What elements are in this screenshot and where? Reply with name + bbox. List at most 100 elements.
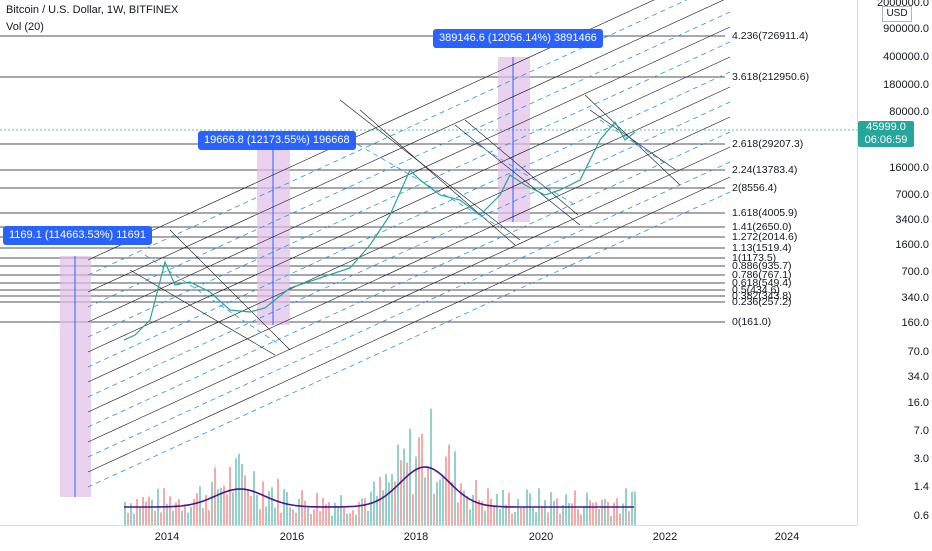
fib-levels bbox=[0, 35, 725, 323]
channel-dashed-line bbox=[87, 131, 731, 428]
volume-bar bbox=[406, 462, 408, 525]
volume-bar bbox=[499, 508, 501, 525]
volume-bar bbox=[595, 502, 597, 525]
volume-bar bbox=[358, 502, 360, 525]
volume-bar bbox=[184, 504, 186, 525]
volume-bar bbox=[430, 408, 432, 525]
volume-bar bbox=[511, 513, 513, 525]
volume-bar bbox=[301, 490, 303, 525]
volume-bar bbox=[481, 501, 483, 525]
time-tick: 2022 bbox=[652, 531, 678, 543]
volume-bar bbox=[559, 513, 561, 525]
time-tick: 2014 bbox=[154, 531, 180, 543]
volume-bar bbox=[217, 489, 219, 525]
time-tick: 2016 bbox=[279, 531, 305, 543]
volume-bar bbox=[409, 428, 411, 525]
volume-bar bbox=[334, 502, 336, 525]
current-price-badge: 45999.0 06:06:59 bbox=[858, 121, 914, 147]
volume-bar bbox=[523, 506, 525, 525]
volume-bar bbox=[427, 466, 429, 525]
volume-bar bbox=[436, 481, 438, 525]
volume-bar bbox=[634, 491, 636, 525]
price-tick: 16.0 bbox=[907, 397, 929, 409]
volume-bar bbox=[382, 490, 384, 525]
channel-dashed-line bbox=[87, 71, 731, 368]
volume-bar bbox=[196, 493, 198, 525]
channel-line bbox=[87, 56, 731, 353]
symbol-title[interactable]: Bitcoin / U.S. Dollar, 1W, BITFINEX bbox=[6, 4, 179, 16]
volume-bar bbox=[541, 506, 543, 525]
volume-bar bbox=[565, 494, 567, 525]
volume-bar bbox=[220, 487, 222, 525]
volume-bar bbox=[310, 513, 312, 525]
volume-bar bbox=[229, 467, 231, 525]
volume-bar bbox=[319, 511, 321, 525]
price-candles bbox=[123, 120, 636, 341]
price-tick: 80000.0 bbox=[889, 106, 929, 118]
volume-bar bbox=[247, 489, 249, 525]
volume-bar bbox=[271, 487, 273, 525]
fib-level-label: 1.13(1519.4) bbox=[732, 242, 792, 254]
time-axis[interactable]: 2014 2016 2018 2020 2022 2024 bbox=[0, 525, 857, 551]
volume-bar bbox=[619, 513, 621, 525]
volume-bar bbox=[235, 458, 237, 525]
price-tick: 1.4 bbox=[913, 481, 929, 493]
volume-bar bbox=[178, 499, 180, 525]
currency-selector[interactable]: USD bbox=[882, 6, 912, 22]
price-tick: 180000.0 bbox=[883, 79, 929, 91]
volume-bar bbox=[532, 508, 534, 525]
volume-bar bbox=[253, 471, 255, 525]
volume-bar bbox=[457, 502, 459, 525]
price-tick: 160.0 bbox=[901, 317, 929, 329]
fib-level-label: 4.236(726911.4) bbox=[732, 30, 809, 42]
volume-bar bbox=[202, 508, 204, 525]
cross-line bbox=[359, 109, 516, 246]
volume-bar bbox=[433, 493, 435, 525]
volume-bar bbox=[445, 456, 447, 525]
volume-bar bbox=[493, 505, 495, 525]
volume-bar bbox=[415, 456, 417, 525]
fib-level-label: 2.24(13783.4) bbox=[732, 164, 798, 176]
fib-level-label: 0.618(549.4) bbox=[732, 277, 792, 289]
cross-line bbox=[339, 99, 521, 241]
volume-bar bbox=[127, 512, 129, 525]
volume-bar bbox=[175, 502, 177, 525]
price-chart[interactable] bbox=[0, 0, 857, 525]
channel-dashed-line bbox=[87, 191, 731, 488]
cross-line bbox=[454, 124, 581, 226]
fib-level-label: 1.272(2014.6) bbox=[732, 231, 798, 243]
volume-bar bbox=[322, 497, 324, 525]
volume-bar bbox=[424, 477, 426, 525]
volume-bar bbox=[478, 499, 480, 525]
price-axis[interactable]: 2000000.0 900000.0 400000.0 180000.0 80000.0… bbox=[857, 0, 932, 525]
volume-indicator-label[interactable]: Vol (20) bbox=[6, 21, 44, 33]
volume-bar bbox=[160, 512, 162, 525]
volume-bar bbox=[193, 498, 195, 525]
volume-bar bbox=[226, 494, 228, 525]
volume-bar bbox=[544, 499, 546, 525]
volume-bar bbox=[412, 494, 414, 525]
volume-bar bbox=[394, 481, 396, 525]
volume-bar bbox=[490, 498, 492, 525]
volume-bar bbox=[337, 506, 339, 525]
price-tick: 2000000.0 bbox=[877, 0, 929, 9]
channel-line bbox=[87, 0, 725, 293]
volume-bar bbox=[589, 500, 591, 525]
volume-bar bbox=[604, 499, 606, 525]
volume-bar bbox=[583, 506, 585, 525]
cross-line bbox=[129, 269, 276, 356]
volume-bar bbox=[139, 507, 141, 525]
range-label-2: 19666.8 (12173.55%) 196668 bbox=[198, 131, 356, 150]
volume-bar bbox=[133, 513, 135, 525]
price-tick: 16000.0 bbox=[889, 162, 929, 174]
chart-area[interactable]: Bitcoin / U.S. Dollar, 1W, BITFINEX Vol … bbox=[0, 0, 857, 525]
volume-bar bbox=[508, 492, 510, 525]
price-tick: 7000.0 bbox=[895, 189, 929, 201]
range-box bbox=[498, 57, 530, 222]
cross-line bbox=[589, 109, 677, 171]
price-tick: 7.0 bbox=[913, 425, 929, 437]
volume-bar bbox=[367, 510, 369, 525]
channel-line bbox=[87, 86, 731, 383]
fib-level-label: 1.41(2650.0) bbox=[732, 221, 792, 233]
volume-bar bbox=[385, 474, 387, 525]
